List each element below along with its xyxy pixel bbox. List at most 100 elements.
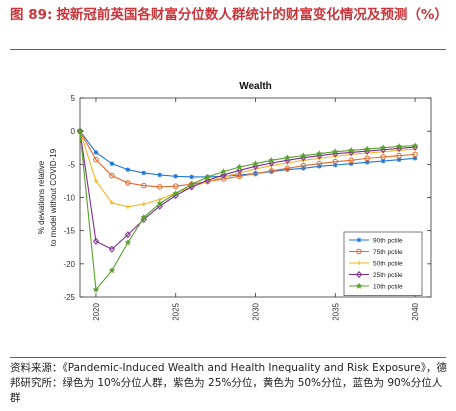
legend: 90th pctile 75th pctile 50th pctile 25th pc… xyxy=(343,231,423,296)
legend-label: 25th pctile xyxy=(373,272,403,279)
data-point xyxy=(379,144,387,151)
data-point xyxy=(332,158,339,165)
data-point xyxy=(156,199,164,207)
data-point xyxy=(251,159,260,167)
y-tick-label: -5 xyxy=(68,160,76,169)
x-tick-label: 2025 xyxy=(172,302,181,320)
data-point xyxy=(125,204,131,210)
y-tick-label: -10 xyxy=(63,194,75,203)
data-point xyxy=(348,161,354,166)
data-point xyxy=(283,154,291,161)
data-point xyxy=(332,162,338,168)
data-point xyxy=(204,173,212,180)
data-point xyxy=(220,167,228,175)
data-point xyxy=(412,151,418,158)
data-point xyxy=(109,161,115,166)
data-point xyxy=(93,150,99,155)
data-point xyxy=(141,170,147,176)
data-point xyxy=(141,201,147,207)
data-point xyxy=(188,180,196,188)
data-point xyxy=(315,150,323,157)
legend-entry: 25th pctile xyxy=(349,270,403,279)
x-tick-label: 2040 xyxy=(411,302,420,320)
data-point xyxy=(157,172,163,178)
series-5 xyxy=(76,127,419,293)
data-point xyxy=(356,248,362,255)
data-point xyxy=(396,157,402,162)
x-tick-label: 2035 xyxy=(331,302,340,320)
data-point xyxy=(411,142,419,149)
data-point xyxy=(125,180,131,186)
legend-label: 50th pctile xyxy=(373,261,403,268)
y-axis-label: % deviations relative xyxy=(37,160,46,234)
y-tick-label: 0 xyxy=(71,127,76,136)
source-note: 资料来源：《Pandemic-Induced Wealth and Health… xyxy=(10,362,447,404)
data-point xyxy=(108,245,115,253)
data-point xyxy=(124,231,131,239)
y-axis-label: to model without COVID-19 xyxy=(49,148,58,246)
data-point xyxy=(172,189,180,197)
legend-entry: 90th pctile xyxy=(349,238,403,245)
chart-container: Wealth 5 0 -5 -10 -15 -20 -25 2020 2025 2030 2035 20… xyxy=(0,60,456,356)
data-point xyxy=(125,167,131,172)
figure-title: 按新冠前英国各财富分位数人群统计的财富变化情况及预测（%） xyxy=(56,7,448,23)
data-point xyxy=(285,167,290,172)
data-point xyxy=(364,155,370,162)
y-tick-label: -15 xyxy=(63,227,75,236)
data-point xyxy=(173,173,179,179)
data-point xyxy=(331,148,339,155)
data-point xyxy=(355,282,363,289)
legend-label: 10th pctile xyxy=(373,284,403,291)
data-point xyxy=(92,237,100,245)
data-point xyxy=(252,170,259,177)
data-point xyxy=(412,156,418,161)
data-point xyxy=(356,237,362,243)
y-tick-label: -20 xyxy=(63,260,75,269)
y-tick-label: -25 xyxy=(63,293,75,302)
data-point xyxy=(109,172,115,179)
data-point xyxy=(300,162,307,169)
data-point xyxy=(299,152,307,159)
series-line xyxy=(79,131,416,250)
series-line xyxy=(79,131,416,292)
figure-number: 图 89: xyxy=(10,7,53,23)
data-point xyxy=(380,154,386,160)
legend-label: 90th pctile xyxy=(373,238,403,245)
data-point xyxy=(380,158,386,164)
source-divider xyxy=(10,357,446,358)
data-point xyxy=(156,184,163,190)
data-point xyxy=(76,127,84,135)
x-tick-label: 2030 xyxy=(252,302,261,320)
data-point xyxy=(347,146,355,154)
data-point xyxy=(356,260,362,266)
data-point xyxy=(364,160,370,165)
figure-title-block: 图 89: 按新冠前英国各财富分位数人群统计的财富变化情况及预测（%） xyxy=(10,6,450,25)
data-point xyxy=(92,286,100,293)
data-point xyxy=(396,152,402,159)
data-point xyxy=(284,165,291,172)
data-point xyxy=(269,169,274,174)
data-point xyxy=(268,168,275,174)
wealth-line-chart: Wealth 5 0 -5 -10 -15 -20 -25 2020 2025 2030 2035 20… xyxy=(37,81,432,321)
chart-title: Wealth xyxy=(239,81,272,92)
data-point xyxy=(108,266,116,274)
data-point xyxy=(189,174,194,180)
series-line xyxy=(79,130,416,178)
legend-label: 75th pctile xyxy=(373,249,403,256)
series-line xyxy=(79,131,416,208)
data-point xyxy=(348,157,355,164)
data-point xyxy=(395,142,403,150)
legend-entry: 50th pctile xyxy=(349,261,403,268)
title-divider xyxy=(10,49,446,50)
data-point xyxy=(93,156,99,163)
data-point xyxy=(316,160,323,167)
y-tick-label: 5 xyxy=(71,94,76,103)
series-line xyxy=(79,130,416,188)
data-point xyxy=(141,182,147,189)
data-point xyxy=(124,238,132,246)
data-point xyxy=(363,145,371,153)
data-point xyxy=(93,178,99,184)
legend-entry: 75th pctile xyxy=(349,248,403,256)
data-point xyxy=(355,270,363,279)
data-point xyxy=(267,156,275,164)
